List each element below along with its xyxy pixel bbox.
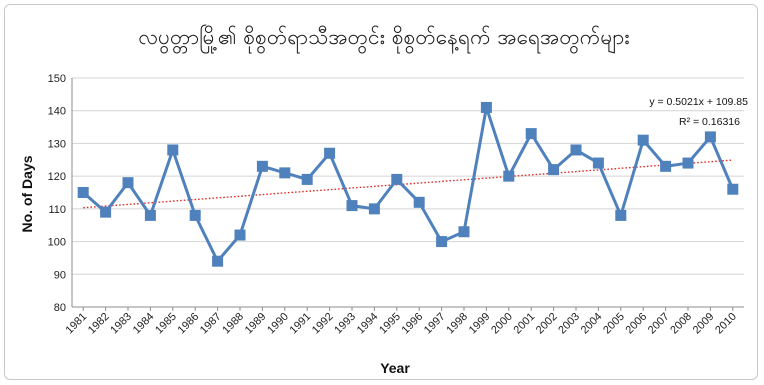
x-tick-label: 1991 [288, 311, 314, 337]
data-point [279, 167, 291, 179]
x-tick-label: 2000 [489, 311, 515, 337]
data-point [77, 187, 89, 198]
y-tick-label: 80 [54, 302, 66, 314]
data-point [144, 209, 156, 221]
x-axis-title: Year [380, 360, 410, 376]
x-tick-label: 1987 [198, 311, 224, 337]
x-tick-label: 1986 [176, 311, 202, 337]
x-tick-label: 1985 [153, 311, 179, 337]
data-point [548, 164, 560, 176]
data-point [570, 144, 582, 156]
x-tick-label: 1993 [332, 311, 358, 337]
data-point [391, 173, 403, 185]
x-tick-label: 1988 [220, 311, 246, 337]
data-point [256, 160, 268, 172]
x-tick-label: 2009 [691, 311, 717, 337]
x-tick-label: 1995 [377, 311, 403, 337]
series-line [82, 105, 735, 263]
data-point [525, 128, 537, 140]
y-tick-label: 100 [48, 237, 66, 249]
x-tick-label: 2003 [556, 311, 582, 337]
data-point [727, 183, 739, 195]
x-tick-label: 1999 [467, 311, 493, 337]
y-axis-title: No. of Days [19, 155, 35, 232]
series-group [77, 101, 739, 267]
y-tick-label: 150 [48, 73, 66, 85]
y-tick-label: 140 [48, 106, 66, 118]
data-point [122, 177, 134, 189]
x-tick-label: 1997 [422, 311, 448, 337]
data-point [234, 229, 246, 241]
x-tick-labels: 1981198219831984198519861987198819891990… [64, 311, 739, 337]
data-point [436, 236, 448, 248]
data-point [458, 226, 470, 238]
x-tick-label: 1990 [265, 311, 291, 337]
trendline [83, 159, 733, 209]
y-tick-labels: 80 90 100 110 120 130 140 150 [48, 73, 66, 314]
data-point [167, 144, 179, 156]
axes [71, 78, 744, 311]
data-point [346, 200, 358, 212]
data-point [368, 203, 380, 215]
trendline-equation: y = 0.5021x + 109.85 [649, 96, 748, 108]
trendline-group [83, 159, 733, 209]
x-tick-label: 1998 [444, 311, 470, 337]
x-tick-label: 2005 [601, 311, 627, 337]
trendline-r-squared: R² = 0.16316 [679, 116, 740, 128]
data-point [682, 157, 694, 169]
x-tick-label: 1983 [108, 311, 134, 337]
x-tick-label: 2008 [668, 311, 694, 337]
x-tick-label: 1992 [310, 311, 336, 337]
data-point [480, 101, 492, 113]
x-tick-label: 1981 [64, 311, 90, 337]
data-point [704, 131, 716, 143]
data-point [100, 206, 112, 218]
data-point [660, 160, 672, 172]
data-point [615, 209, 627, 221]
x-tick-label: 2002 [534, 311, 560, 337]
chart-frame [4, 4, 758, 380]
y-tick-label: 110 [48, 204, 66, 216]
chart-title: လပွတ္တာမြို့၏ စိုစွတ်ရာသီအတွင်း စိုစွတ်န… [138, 23, 629, 55]
data-point [324, 147, 336, 159]
x-tick-label: 1989 [243, 311, 269, 337]
y-tick-label: 130 [48, 138, 66, 150]
data-point [503, 170, 515, 182]
data-point [413, 196, 425, 208]
data-point [592, 157, 604, 169]
x-tick-label: 1994 [355, 311, 381, 337]
x-tick-label: 2001 [512, 311, 538, 337]
y-tick-label: 90 [54, 269, 66, 281]
x-tick-label: 1984 [131, 311, 157, 337]
data-point [189, 209, 201, 221]
x-tick-label: 1996 [400, 311, 426, 337]
data-point [637, 134, 649, 146]
x-tick-label: 2007 [646, 311, 672, 337]
data-point [301, 173, 313, 185]
x-tick-label: 1982 [86, 311, 112, 337]
x-tick-label: 2010 [713, 311, 739, 337]
y-tick-label: 120 [48, 171, 66, 183]
x-tick-label: 2006 [624, 311, 650, 337]
data-point [212, 255, 224, 267]
x-tick-label: 2004 [579, 311, 605, 337]
